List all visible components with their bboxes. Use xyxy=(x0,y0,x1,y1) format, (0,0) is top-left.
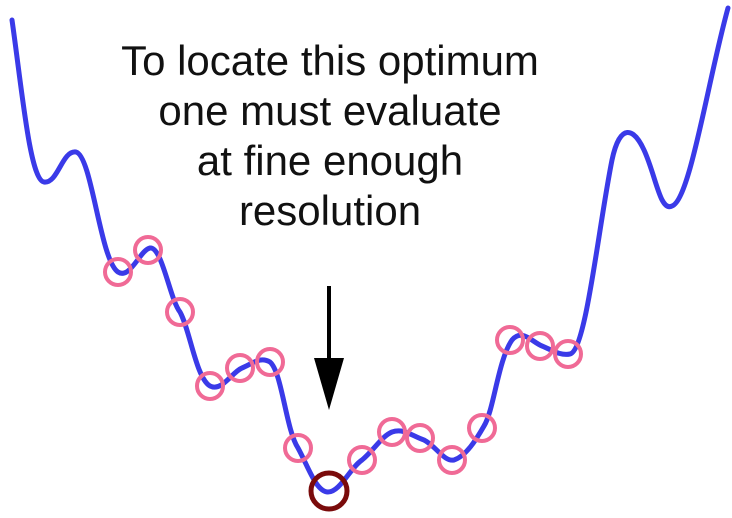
sample-point xyxy=(255,347,285,377)
annotation-text: To locate this optimum one must evaluate… xyxy=(0,36,660,236)
sample-point xyxy=(347,445,377,475)
sample-point xyxy=(553,339,583,369)
sample-point xyxy=(377,417,407,447)
down-arrow xyxy=(314,286,344,410)
sample-point xyxy=(525,331,555,361)
annotation-line-3: at fine enough xyxy=(196,137,464,184)
sample-point xyxy=(165,297,195,327)
sample-point xyxy=(133,235,163,265)
annotation-line-1: To locate this optimum xyxy=(121,37,539,84)
sample-point xyxy=(283,433,313,463)
annotation-line-2: one must evaluate xyxy=(158,87,502,134)
sample-point xyxy=(467,413,497,443)
sample-points xyxy=(103,235,583,475)
objective-function-curve xyxy=(9,5,731,495)
sample-point xyxy=(437,445,467,475)
sample-point xyxy=(405,423,435,453)
annotation-line-4: resolution xyxy=(238,187,422,234)
arrow-head xyxy=(314,358,344,410)
sample-point xyxy=(495,325,525,355)
sample-point xyxy=(225,353,255,383)
sample-point xyxy=(195,371,225,401)
global-optimum-marker xyxy=(308,470,350,512)
sample-point xyxy=(103,257,133,287)
